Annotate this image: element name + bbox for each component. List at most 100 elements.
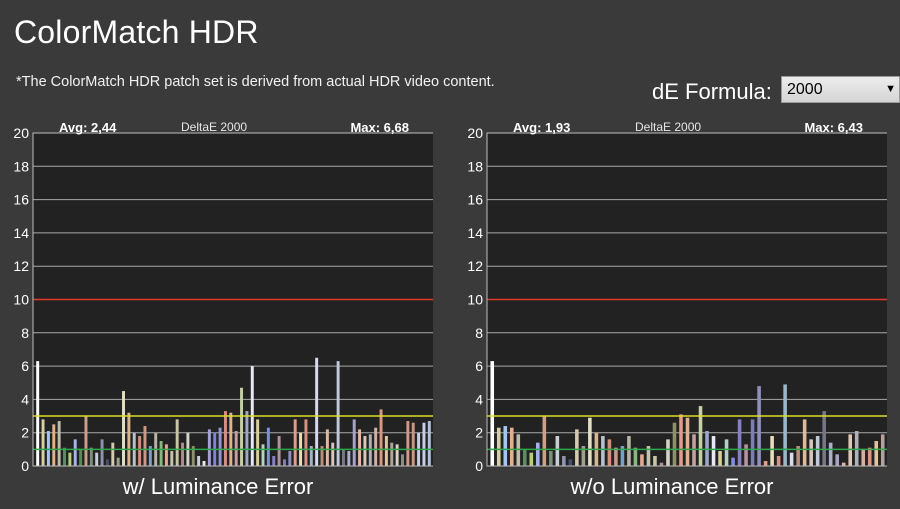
y-tick-label: 6 xyxy=(475,358,483,374)
patch-set-note: *The ColorMatch HDR patch set is derived… xyxy=(16,74,495,90)
chart-caption: w/o Luminance Error xyxy=(570,474,774,499)
chart-with-luminance-error: 0 2 4 6 8 10 12 14 16 18 20 Avg: 2,44 DeltaE 2000 … xyxy=(3,116,433,509)
bar xyxy=(181,442,185,466)
bar xyxy=(63,447,66,466)
bar xyxy=(95,452,99,466)
bar xyxy=(229,412,233,466)
bar xyxy=(763,461,768,466)
y-tick-label: 0 xyxy=(21,458,29,474)
bar xyxy=(84,416,88,466)
bar xyxy=(724,439,729,466)
bar xyxy=(41,419,45,466)
bar xyxy=(358,429,362,466)
y-tick-label: 2 xyxy=(21,425,29,441)
bar xyxy=(234,431,238,466)
bar xyxy=(503,426,508,466)
bar xyxy=(828,442,833,466)
bar xyxy=(143,426,147,466)
max-label: Max: 6,43 xyxy=(804,120,863,135)
chart-caption: w/ Luminance Error xyxy=(122,474,314,499)
bar xyxy=(379,409,383,466)
bar xyxy=(36,361,40,466)
bar xyxy=(138,436,142,466)
bar xyxy=(711,436,716,466)
bar xyxy=(374,427,378,466)
bar xyxy=(614,447,618,466)
bar xyxy=(175,419,179,466)
metric-label: DeltaE 2000 xyxy=(181,120,248,134)
bar xyxy=(116,457,120,466)
avg-label: Avg: 2,44 xyxy=(59,120,117,135)
bar xyxy=(411,422,415,466)
bar xyxy=(588,417,592,466)
y-tick-label: 16 xyxy=(467,192,483,208)
bar xyxy=(861,449,866,466)
bar xyxy=(304,419,308,466)
bar xyxy=(685,417,690,466)
bar xyxy=(148,446,152,466)
bar xyxy=(240,387,244,466)
y-tick-label: 16 xyxy=(13,192,29,208)
avg-label: Avg: 1,93 xyxy=(513,120,571,135)
bar xyxy=(352,419,356,466)
bar xyxy=(646,446,651,466)
y-tick-label: 0 xyxy=(475,458,483,474)
bar xyxy=(363,436,367,466)
bar xyxy=(562,456,566,466)
y-tick-label: 4 xyxy=(475,391,483,407)
bar xyxy=(46,431,50,466)
bar xyxy=(666,439,670,466)
y-tick-label: 4 xyxy=(21,391,29,407)
bar xyxy=(68,452,72,466)
bar xyxy=(542,416,547,466)
bar xyxy=(288,451,292,466)
de-formula-select[interactable]: 2000 ▼ xyxy=(781,76,900,103)
max-label: Max: 6,68 xyxy=(350,120,409,135)
bar xyxy=(509,427,514,466)
y-tick-label: 20 xyxy=(13,125,29,141)
bar xyxy=(757,386,761,466)
bar xyxy=(52,424,56,467)
bar xyxy=(202,461,206,466)
bar xyxy=(159,441,163,466)
bar xyxy=(627,436,631,466)
bar xyxy=(867,447,872,466)
bar xyxy=(822,411,826,466)
bar xyxy=(848,434,852,466)
bar xyxy=(796,446,800,466)
bar xyxy=(854,431,859,466)
bar xyxy=(835,454,839,466)
bar xyxy=(261,444,265,466)
page-title: ColorMatch HDR xyxy=(14,14,259,50)
plot-border xyxy=(486,132,887,467)
bar xyxy=(802,419,807,466)
bar xyxy=(679,414,683,466)
y-tick-label: 10 xyxy=(467,292,483,308)
bar xyxy=(783,384,787,466)
chart-plot: 0 2 4 6 8 10 12 14 16 18 20 xyxy=(467,125,887,474)
metric-label: DeltaE 2000 xyxy=(635,120,702,134)
bar xyxy=(218,427,222,466)
bar xyxy=(536,442,540,466)
bar xyxy=(633,447,638,466)
bar xyxy=(164,444,168,466)
bar xyxy=(555,436,560,466)
bar xyxy=(581,446,586,466)
y-tick-label: 20 xyxy=(467,125,483,141)
bar xyxy=(336,361,340,466)
bar xyxy=(191,446,195,466)
de-formula-value: 2000 xyxy=(787,81,823,98)
bar xyxy=(575,429,579,466)
bar xyxy=(698,406,703,466)
bar xyxy=(496,427,501,466)
bar xyxy=(422,422,426,466)
bar xyxy=(320,446,324,466)
y-tick-label: 2 xyxy=(475,425,483,441)
y-tick-label: 8 xyxy=(21,325,29,341)
dropdown-arrow-icon: ▼ xyxy=(885,83,896,95)
bar xyxy=(750,419,755,466)
bar xyxy=(57,421,61,466)
y-tick-label: 14 xyxy=(467,225,483,241)
bar xyxy=(653,456,657,466)
bar xyxy=(395,444,399,466)
